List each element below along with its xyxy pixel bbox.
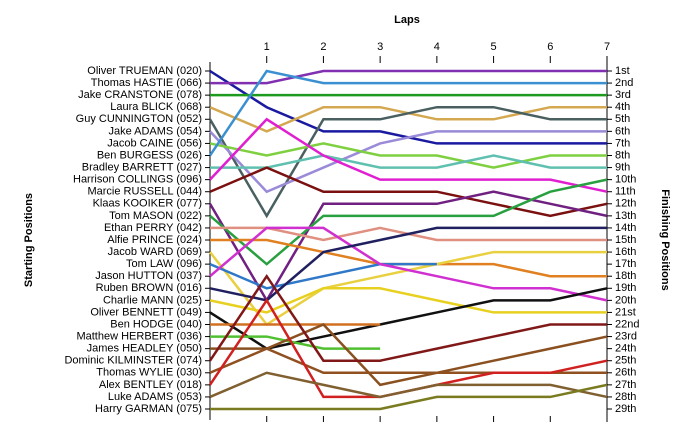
starting-label: Ethan PERRY (042)	[104, 222, 202, 234]
starting-label: Harry GARMAN (075)	[95, 403, 202, 415]
finishing-label: 23rd	[615, 330, 637, 342]
finishing-label: 22nd	[615, 318, 639, 330]
x-tick-label: 2	[320, 41, 326, 53]
driver-line	[209, 287, 607, 314]
driver-line	[210, 335, 381, 350]
chart-title: Laps	[394, 14, 420, 26]
starting-label: Jake CRANSTONE (078)	[78, 89, 202, 101]
driver-line	[208, 105, 607, 219]
driver-line	[209, 178, 608, 266]
starting-label: Alfie PRINCE (024)	[107, 234, 202, 246]
starting-label: Klaas KOOIKER (077)	[93, 198, 202, 210]
driver-line	[209, 371, 608, 399]
finishing-label: 3rd	[615, 89, 631, 101]
driver-line	[209, 262, 437, 290]
driver-line	[208, 69, 607, 157]
starting-label: Harrison COLLINGS (096)	[73, 174, 202, 186]
starting-label: Tom MASON (022)	[109, 210, 202, 222]
y2-axis-label: Finishing Positions	[659, 189, 671, 290]
finishing-label: 11th	[615, 186, 636, 198]
starting-label: Dominic KILMINSTER (074)	[64, 355, 202, 367]
finishing-label: 2nd	[615, 77, 633, 89]
finishing-label: 20th	[615, 294, 636, 306]
finishing-label: 16th	[615, 246, 636, 258]
starting-label: Ben BURGESS (026)	[97, 149, 202, 161]
starting-label: Thomas WYLIE (030)	[96, 367, 202, 379]
starting-label: Charlie MANN (025)	[103, 294, 202, 306]
starting-label: Ben HODGE (040)	[110, 318, 202, 330]
starting-label: Jacob CAINE (056)	[107, 137, 202, 149]
starting-label: Oliver TRUEMAN (020)	[87, 65, 202, 77]
finishing-label: 1st	[615, 65, 630, 77]
driver-line	[210, 323, 608, 387]
x-tick-label: 7	[604, 41, 610, 53]
finishing-label: 15th	[615, 234, 636, 246]
starting-label: Matthew HERBERT (036)	[76, 330, 202, 342]
starting-label: James HEADLEY (050)	[87, 343, 202, 355]
finishing-label: 8th	[615, 149, 630, 161]
finishing-label: 14th	[615, 222, 636, 234]
driver-line	[209, 142, 607, 169]
starting-label: Thomas HASTIE (066)	[91, 77, 202, 89]
starting-label: Marcie RUSSELL (044)	[87, 186, 202, 198]
finishing-label: 27th	[615, 379, 636, 391]
starting-label: Jake ADAMS (054)	[108, 125, 202, 137]
driver-line	[210, 69, 607, 85]
driver-line	[210, 383, 608, 411]
driver-line	[208, 190, 608, 303]
finishing-label: 4th	[615, 101, 630, 113]
finishing-label: 12th	[615, 198, 636, 210]
finishing-label: 24th	[615, 343, 636, 355]
driver-line	[209, 117, 608, 193]
driver-line	[209, 130, 607, 194]
finishing-label: 18th	[615, 270, 636, 282]
driver-line	[209, 347, 607, 375]
driver-line	[210, 154, 607, 169]
finishing-label: 17th	[615, 258, 636, 270]
finishing-label: 7th	[615, 137, 630, 149]
starting-label: Jacob WARD (069)	[108, 246, 202, 258]
finishing-label: 21st	[615, 306, 636, 318]
starting-label: Laura BLICK (068)	[110, 101, 202, 113]
finishing-label: 13th	[615, 210, 636, 222]
x-tick-label: 3	[377, 41, 383, 53]
finishing-label: 19th	[615, 282, 636, 294]
x-tick-label: 4	[434, 41, 440, 53]
starting-label: Guy CUNNINGTON (052)	[76, 113, 202, 125]
x-tick-label: 6	[547, 41, 553, 53]
starting-label: Oliver BENNETT (049)	[90, 306, 202, 318]
starting-label: Jason HUTTON (037)	[95, 270, 202, 282]
finishing-label: 29th	[615, 403, 636, 415]
starting-label: Ruben BROWN (016)	[96, 282, 202, 294]
starting-label: Alex BENTLEY (018)	[99, 379, 202, 391]
finishing-label: 9th	[615, 161, 630, 173]
starting-label: Luke ADAMS (053)	[108, 391, 202, 403]
driver-line	[208, 273, 607, 362]
driver-line	[209, 166, 608, 218]
x-tick-label: 5	[491, 41, 497, 53]
driver-line	[209, 226, 608, 302]
x-tick-label: 1	[264, 41, 270, 53]
finishing-label: 25th	[615, 355, 636, 367]
driver-line	[209, 287, 608, 350]
finishing-label: 6th	[615, 125, 630, 137]
finishing-label: 28th	[615, 391, 636, 403]
finishing-label: 10th	[615, 174, 636, 186]
finishing-label: 5th	[615, 113, 630, 125]
starting-label: Bradley BARRETT (027)	[82, 161, 202, 173]
y-axis-label: Starting Positions	[23, 193, 35, 287]
finishing-label: 26th	[615, 367, 636, 379]
starting-label: Tom LAW (096)	[126, 258, 202, 270]
